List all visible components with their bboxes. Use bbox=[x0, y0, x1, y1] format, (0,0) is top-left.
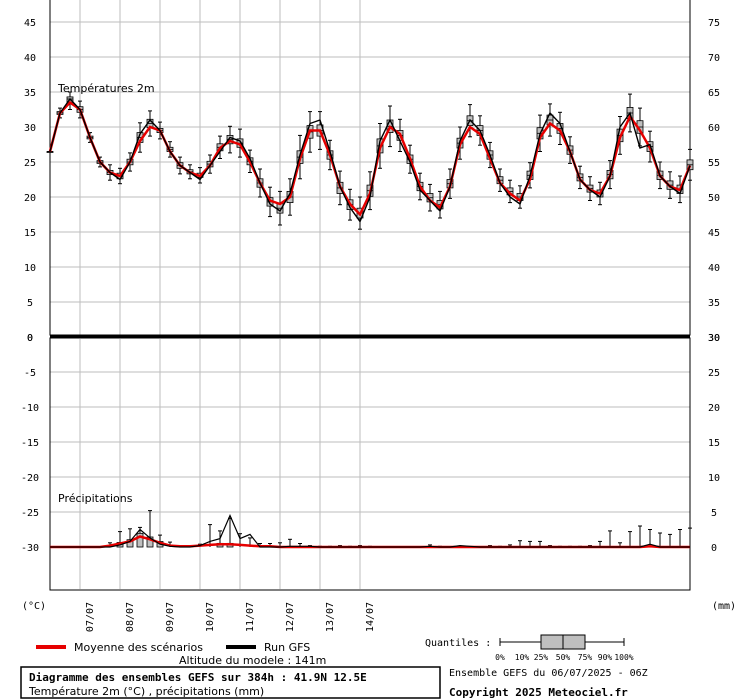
temp-right-tick: 30 bbox=[708, 333, 720, 344]
precip-left-tick: -10 bbox=[21, 403, 39, 414]
temp-right-tick: 75 bbox=[708, 18, 720, 29]
temp-left-tick: 45 bbox=[24, 18, 36, 29]
quantile-key-tick: 90% bbox=[598, 653, 613, 662]
x-date-label: 08/07 bbox=[125, 602, 136, 632]
temp-right-tick: 35 bbox=[708, 298, 720, 309]
temp-boxplot bbox=[46, 151, 54, 153]
temp-right-tick: 65 bbox=[708, 88, 720, 99]
precip-boxplot bbox=[688, 527, 692, 547]
precip-boxplot bbox=[208, 524, 212, 547]
quantile-key-tick: 10% bbox=[515, 653, 530, 662]
precip-iqr-box bbox=[146, 536, 154, 548]
temp-right-tick: 60 bbox=[708, 123, 720, 134]
precip-right-tick: 15 bbox=[708, 438, 720, 449]
chart-subtitle: Température 2m (°C) , précipitations (mm… bbox=[28, 685, 264, 698]
temp-left-tick: 5 bbox=[27, 298, 33, 309]
precip-right-tick: 25 bbox=[708, 368, 720, 379]
temp-left-tick: 35 bbox=[24, 88, 36, 99]
quantile-key-tick: 0% bbox=[495, 653, 505, 662]
temperature-panel-label: Températures 2m bbox=[57, 82, 155, 95]
title-box bbox=[20, 666, 441, 699]
legend-quantiles-label: Quantiles : bbox=[425, 638, 491, 649]
precip-iqr-box bbox=[126, 539, 134, 548]
x-tick-labels: 07/07 08/07 09/07 10/07 11/07 12/07 13/07 14/07 bbox=[85, 602, 376, 632]
temp-left-tick: 20 bbox=[24, 193, 36, 204]
legend-run-label: Run GFS bbox=[264, 641, 310, 654]
precip-right-tick: 30 bbox=[708, 333, 720, 344]
precip-boxplot bbox=[678, 529, 682, 547]
temp-left-tick: 15 bbox=[24, 228, 36, 239]
temp-right-tick: 45 bbox=[708, 228, 720, 239]
temp-run-line bbox=[49, 97, 691, 223]
precip-right-tick: 10 bbox=[708, 473, 720, 484]
precip-left-tick: -30 bbox=[21, 543, 39, 554]
precip-run-line bbox=[50, 513, 690, 548]
precip-iqr-box bbox=[136, 532, 144, 548]
x-date-label: 13/07 bbox=[325, 602, 336, 632]
precip-boxplot bbox=[668, 533, 672, 547]
x-date-label: 11/07 bbox=[245, 602, 256, 632]
temp-left-tick: 0 bbox=[27, 333, 33, 344]
altitude-text: Altitude du modele : 141m bbox=[179, 654, 326, 667]
x-date-label: 12/07 bbox=[285, 602, 296, 632]
precip-left-tick: -5 bbox=[24, 368, 36, 379]
right-axis-unit: (mm) bbox=[712, 601, 736, 612]
quantile-key-tick: 25% bbox=[534, 653, 549, 662]
precip-left-tick: -15 bbox=[21, 438, 39, 449]
x-date-label: 09/07 bbox=[165, 602, 176, 632]
legend: Moyenne des scénarios Run GFS Quantiles … bbox=[36, 634, 634, 662]
precipitation-panel-label: Précipitations bbox=[58, 492, 133, 505]
precip-left-tick: -25 bbox=[21, 508, 39, 519]
precip-boxplot bbox=[126, 528, 134, 548]
temp-boxplot bbox=[686, 148, 694, 181]
quantile-key-tick: 75% bbox=[578, 653, 593, 662]
precip-left-tick: -20 bbox=[21, 473, 39, 484]
precip-boxplot bbox=[638, 525, 642, 547]
x-date-label: 14/07 bbox=[365, 602, 376, 632]
precip-boxplot bbox=[628, 531, 632, 547]
precip-boxplot bbox=[658, 532, 662, 547]
precip-left-tick: 0 bbox=[27, 333, 33, 344]
temp-right-tick: 70 bbox=[708, 53, 720, 64]
precip-right-tick: 5 bbox=[711, 508, 717, 519]
temp-boxplot bbox=[226, 125, 234, 154]
left-axis-unit: (°C) bbox=[22, 601, 46, 612]
precip-right-tick: 20 bbox=[708, 403, 720, 414]
precip-boxplot bbox=[608, 530, 612, 547]
x-date-label: 10/07 bbox=[205, 602, 216, 632]
temp-left-tick: 25 bbox=[24, 158, 36, 169]
quantile-key-tick: 100% bbox=[614, 653, 633, 662]
temp-left-tick: 40 bbox=[24, 53, 36, 64]
grid-lines bbox=[50, 0, 690, 591]
temp-right-tick: 40 bbox=[708, 263, 720, 274]
chart-title: Diagramme des ensembles GEFS sur 384h : … bbox=[29, 671, 367, 684]
quantile-key: 0% 10% 25% 50% 75% 90% 100% bbox=[495, 634, 634, 662]
run-info: Ensemble GEFS du 06/07/2025 - 06Z bbox=[449, 668, 648, 679]
precip-right-tick: 0 bbox=[711, 543, 717, 554]
legend-mean-label: Moyenne des scénarios bbox=[74, 641, 203, 654]
quantile-key-tick: 50% bbox=[556, 653, 571, 662]
copyright: Copyright 2025 Meteociel.fr bbox=[449, 686, 628, 699]
chart-series bbox=[46, 91, 694, 549]
x-date-label: 07/07 bbox=[85, 602, 96, 632]
temp-right-tick: 50 bbox=[708, 193, 720, 204]
temp-right-tick: 55 bbox=[708, 158, 720, 169]
precipitation-panel-frame bbox=[49, 337, 691, 591]
precip-boxplot bbox=[146, 510, 154, 548]
temp-left-tick: 30 bbox=[24, 123, 36, 134]
temp-left-tick: 10 bbox=[24, 263, 36, 274]
